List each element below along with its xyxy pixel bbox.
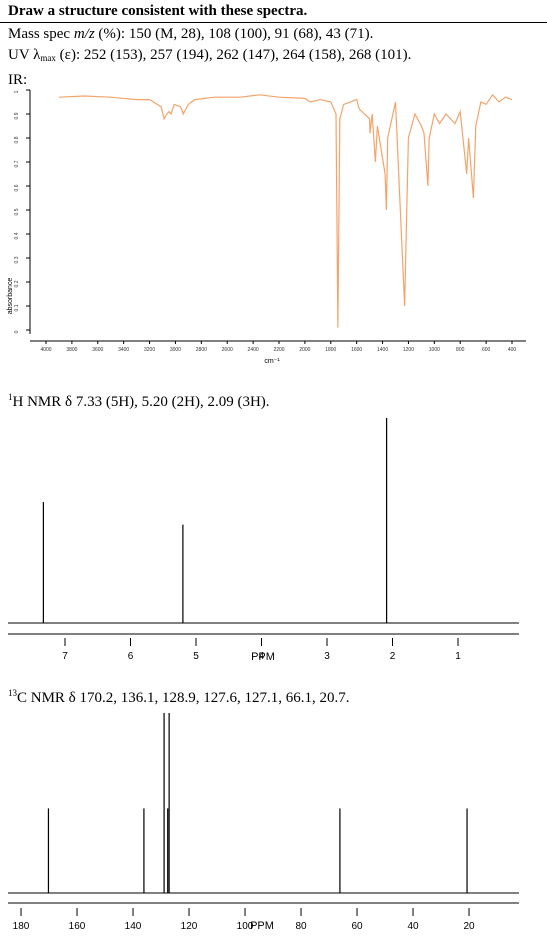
ir-x-axis-title: cm⁻¹ bbox=[264, 358, 280, 365]
ir-series-line bbox=[58, 93, 513, 328]
ir-x-tick-label: 3200 bbox=[144, 347, 155, 353]
mass-spec-values: (%): 150 (M, 28), 108 (100), 91 (68), 43… bbox=[94, 26, 374, 42]
ir-y-tick-label: 0 bbox=[14, 330, 20, 333]
uv-line: UV λmax (ε): 252 (153), 257 (194), 262 (… bbox=[8, 47, 411, 64]
h-nmr-spectrum-chart: 7 6 5 4 3 2 1 PPM bbox=[8, 418, 519, 663]
ir-y-tick-label: 0.1 bbox=[14, 304, 20, 311]
uv-values: (ε): 252 (153), 257 (194), 262 (147), 26… bbox=[55, 47, 412, 63]
mass-spec-mz: m/z bbox=[73, 26, 95, 42]
c-nmr-x-tick-label: 120 bbox=[181, 921, 198, 932]
h-nmr-x-tick-label: 3 bbox=[324, 651, 330, 662]
c-nmr-spectrum-chart: 180 160 140 120 100 80 60 40 20 PPM bbox=[8, 713, 519, 932]
c-nmr-x-tick-label: 20 bbox=[463, 921, 475, 932]
ir-y-axis-title: absorbance bbox=[7, 278, 14, 315]
ir-x-tick-label: 1800 bbox=[325, 347, 336, 353]
ir-x-tick-label: 1600 bbox=[351, 347, 362, 353]
c-nmr-x-tick-label: 40 bbox=[407, 921, 419, 932]
c-nmr-x-tick-label: 180 bbox=[13, 921, 30, 932]
ir-x-tick-label: 2400 bbox=[248, 347, 259, 353]
ir-x-tick-label: 2800 bbox=[196, 347, 207, 353]
c-nmr-x-tick-label: 160 bbox=[69, 921, 86, 932]
ir-label: IR: bbox=[8, 72, 28, 88]
mass-spec-prefix: Mass spec bbox=[8, 26, 74, 42]
c-nmr-x-tick-label: 140 bbox=[125, 921, 142, 932]
ir-x-tick-label: 3800 bbox=[66, 347, 77, 353]
h-nmr-x-axis-title: PPM bbox=[251, 651, 275, 663]
h-nmr-x-tick-label: 5 bbox=[193, 651, 199, 662]
ir-y-tick-label: 0.7 bbox=[14, 160, 20, 167]
ir-x-tick-label: 1200 bbox=[403, 347, 414, 353]
c-nmr-heading: 13C NMR δ 170.2, 136.1, 128.9, 127.6, 12… bbox=[8, 688, 350, 707]
ir-y-tick-label: 0.9 bbox=[14, 112, 20, 119]
c-nmr-superscript: 13 bbox=[8, 688, 17, 698]
h-nmr-superscript: 1 bbox=[8, 392, 13, 402]
ir-y-tick-label: 0.5 bbox=[14, 208, 20, 215]
ir-x-tick-label: 400 bbox=[508, 347, 517, 353]
ir-x-tick-label: 800 bbox=[456, 347, 465, 353]
mass-spec-line: Mass spec m/z (%): 150 (M, 28), 108 (100… bbox=[8, 26, 373, 43]
ir-y-tick-label: 0.3 bbox=[14, 256, 20, 263]
ir-y-tick-label: 0.8 bbox=[14, 136, 20, 143]
h-nmr-heading: 1H NMR δ 7.33 (5H), 5.20 (2H), 2.09 (3H)… bbox=[8, 392, 270, 411]
ir-x-tick-label: 3000 bbox=[170, 347, 181, 353]
problem-title: Draw a structure consistent with these s… bbox=[8, 3, 308, 19]
uv-prefix: UV λ bbox=[8, 47, 41, 63]
ir-x-tick-label: 2000 bbox=[299, 347, 310, 353]
ir-x-tick-label: 1400 bbox=[377, 347, 388, 353]
h-nmr-x-tick-label: 7 bbox=[62, 651, 68, 662]
h-nmr-x-tick-label: 2 bbox=[390, 651, 396, 662]
c-nmr-x-tick-label: 80 bbox=[295, 921, 307, 932]
ir-y-tick-label: 0.4 bbox=[14, 232, 20, 239]
ir-y-tick-label: 0.2 bbox=[14, 280, 20, 287]
h-nmr-x-tick-label: 1 bbox=[455, 651, 461, 662]
h-nmr-x-tick-label: 4 bbox=[259, 651, 265, 662]
ir-x-tick-label: 1000 bbox=[429, 347, 440, 353]
c-nmr-x-axis-title: PPM bbox=[250, 920, 274, 932]
c-nmr-x-tick-label: 60 bbox=[351, 921, 363, 932]
ir-x-tick-label: 2600 bbox=[222, 347, 233, 353]
ir-x-tick-label: 2200 bbox=[273, 347, 284, 353]
c-nmr-x-tick-label: 100 bbox=[237, 921, 254, 932]
c-nmr-text: C NMR δ 170.2, 136.1, 128.9, 127.6, 127.… bbox=[17, 690, 350, 706]
h-nmr-x-tick-label: 6 bbox=[128, 651, 134, 662]
ir-x-tick-label: 3600 bbox=[92, 347, 103, 353]
ir-x-tick-label: 600 bbox=[482, 347, 491, 353]
ir-spectrum-chart: 0 0.1 0.2 0.3 0.4 0.5 0.6 0.7 0.8 0.9 1 4000 3800 36… bbox=[7, 89, 526, 365]
ir-y-tick-label: 1 bbox=[14, 90, 20, 93]
ir-x-tick-label: 4000 bbox=[40, 347, 51, 353]
uv-subscript: max bbox=[40, 53, 56, 63]
title-underline bbox=[0, 22, 547, 23]
ir-y-tick-label: 0.6 bbox=[14, 184, 20, 191]
h-nmr-text: H NMR δ 7.33 (5H), 5.20 (2H), 2.09 (3H). bbox=[12, 394, 270, 410]
ir-x-tick-label: 3400 bbox=[118, 347, 129, 353]
